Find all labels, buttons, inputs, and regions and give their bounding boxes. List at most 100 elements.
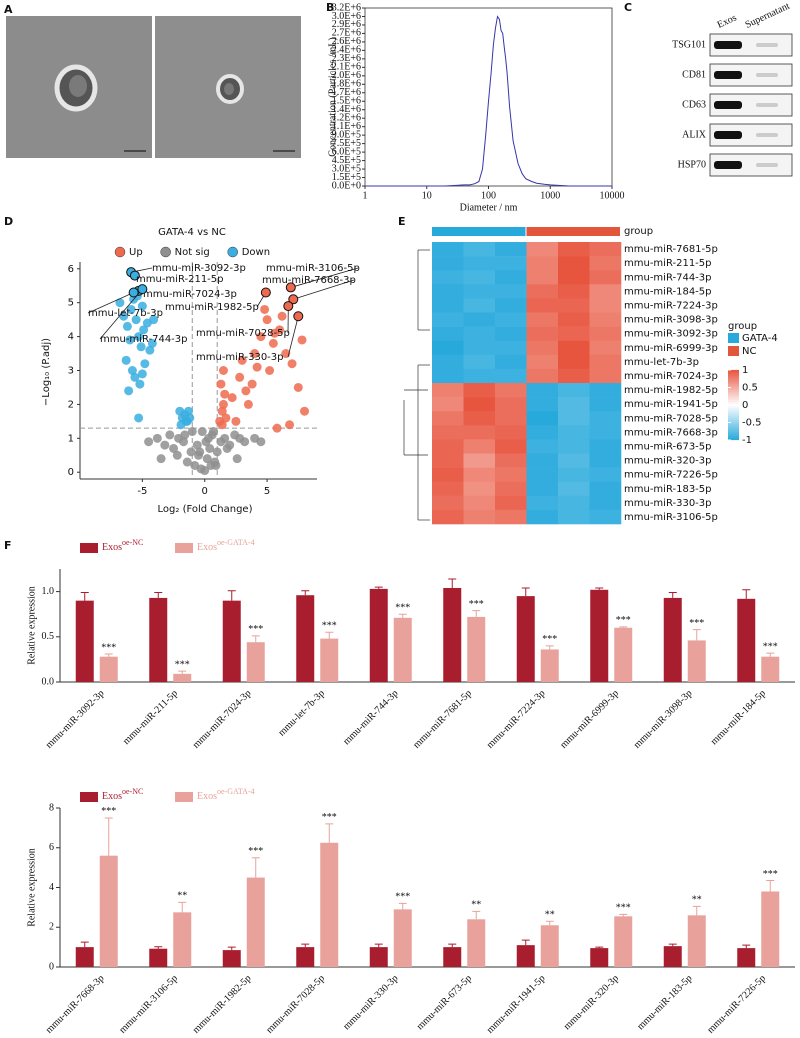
y-tick-label: 2.1E+6: [332, 62, 361, 73]
y-tick-label: 1: [68, 433, 74, 444]
error-bar: [178, 670, 187, 674]
row-label: mmu-miR-6999-3p: [624, 343, 718, 354]
point: [220, 389, 230, 399]
legend-title: group: [728, 321, 757, 332]
point: [180, 430, 190, 440]
x-tick-label: 1000: [540, 190, 560, 201]
heat-cell: [495, 495, 527, 511]
heat-cell: [495, 425, 527, 440]
heat-cell: [526, 354, 559, 370]
point: [256, 332, 266, 342]
heat-cell: [589, 284, 622, 299]
point: [227, 393, 237, 403]
y-tick-label: 4: [68, 332, 74, 343]
heat-cell: [463, 298, 496, 313]
colorbar-step: [728, 429, 739, 433]
error-bar: [301, 590, 310, 596]
point: [297, 335, 307, 345]
heat-cell: [463, 425, 496, 440]
colorbar-step: [728, 409, 739, 413]
significance-label: ***: [395, 892, 410, 903]
significance-label: ***: [395, 602, 410, 613]
heat-cell: [495, 467, 527, 482]
annotation-leader: [287, 316, 299, 358]
labeled-point: [293, 311, 304, 322]
blot-frame: [709, 93, 793, 117]
bar: [663, 597, 682, 682]
error-bar: [325, 823, 334, 843]
panel-label: A: [4, 3, 13, 16]
y-tick-label: 0: [49, 961, 54, 972]
point: [145, 345, 155, 355]
heat-cell: [495, 312, 527, 327]
bar: [99, 656, 118, 682]
point: [122, 321, 132, 331]
error-bar: [374, 943, 383, 948]
legend-swatch: [175, 543, 193, 553]
tem-images: [6, 16, 301, 158]
x-axis-label: Log₂ (Fold Change): [158, 504, 253, 515]
colorbar-step: [728, 377, 739, 381]
heat-cell: [589, 397, 622, 412]
heat-cell: [432, 256, 464, 271]
point: [262, 315, 272, 325]
point: [256, 437, 266, 447]
error-bar: [668, 943, 677, 947]
colorbar-step: [728, 427, 739, 431]
heat-cell: [558, 467, 590, 482]
point: [144, 437, 154, 447]
heat-cell: [495, 284, 527, 299]
row-label: mmu-miR-211-5p: [624, 258, 712, 269]
error-bar: [104, 653, 113, 657]
heat-cell: [432, 354, 464, 370]
point: [211, 460, 221, 470]
colorbar-step: [728, 405, 739, 409]
annotation-label: mmu-miR-744-3p: [100, 334, 188, 345]
blot-row-label: ALIX: [682, 129, 707, 140]
y-tick-label: 1.1E+6: [332, 121, 361, 132]
x-tick-label: mmu-miR-320-3p: [562, 973, 621, 1032]
x-tick-label: mmu-miR-3098-3p: [632, 688, 695, 751]
heat-cell: [558, 439, 590, 454]
x-tick-label: mmu-miR-211-5p: [121, 688, 180, 747]
heat-cell: [526, 340, 559, 356]
error-bar: [104, 817, 113, 856]
significance-label: **: [471, 900, 481, 911]
heat-cell: [495, 298, 527, 313]
bar: [149, 597, 168, 682]
row-label: mmu-miR-3098-3p: [624, 315, 718, 326]
point: [293, 382, 303, 392]
point: [277, 311, 287, 321]
blot-row-label: CD63: [682, 99, 706, 110]
heat-cell: [463, 312, 496, 327]
error-bar: [521, 939, 530, 946]
error-bar: [692, 905, 701, 916]
annotation-leader: [99, 288, 143, 340]
point: [231, 416, 241, 426]
colorbar-step: [728, 399, 739, 403]
heat-cell: [432, 368, 464, 384]
point: [205, 443, 215, 453]
y-tick-label: 1.5E+6: [332, 96, 361, 107]
blot-frame: [709, 33, 793, 57]
point: [217, 420, 227, 430]
error-bar: [448, 578, 457, 588]
point: [187, 427, 197, 437]
colorbar-step: [728, 437, 739, 441]
heat-cell: [463, 368, 496, 384]
bar: [296, 947, 315, 967]
point: [270, 328, 280, 338]
bar: [246, 877, 265, 967]
error-bar: [154, 592, 163, 598]
x-tick-label: 10000: [600, 190, 625, 201]
point: [192, 440, 202, 450]
point: [222, 443, 232, 453]
y-tick-label: 0.5: [42, 631, 55, 642]
heat-cell: [558, 495, 590, 511]
point: [152, 433, 162, 443]
heat-cell: [432, 284, 464, 299]
blot-row-label: CD81: [682, 69, 706, 80]
bar: [663, 946, 682, 967]
x-tick-label: mmu-miR-184-5p: [709, 688, 768, 747]
significance-label: **: [545, 910, 555, 921]
